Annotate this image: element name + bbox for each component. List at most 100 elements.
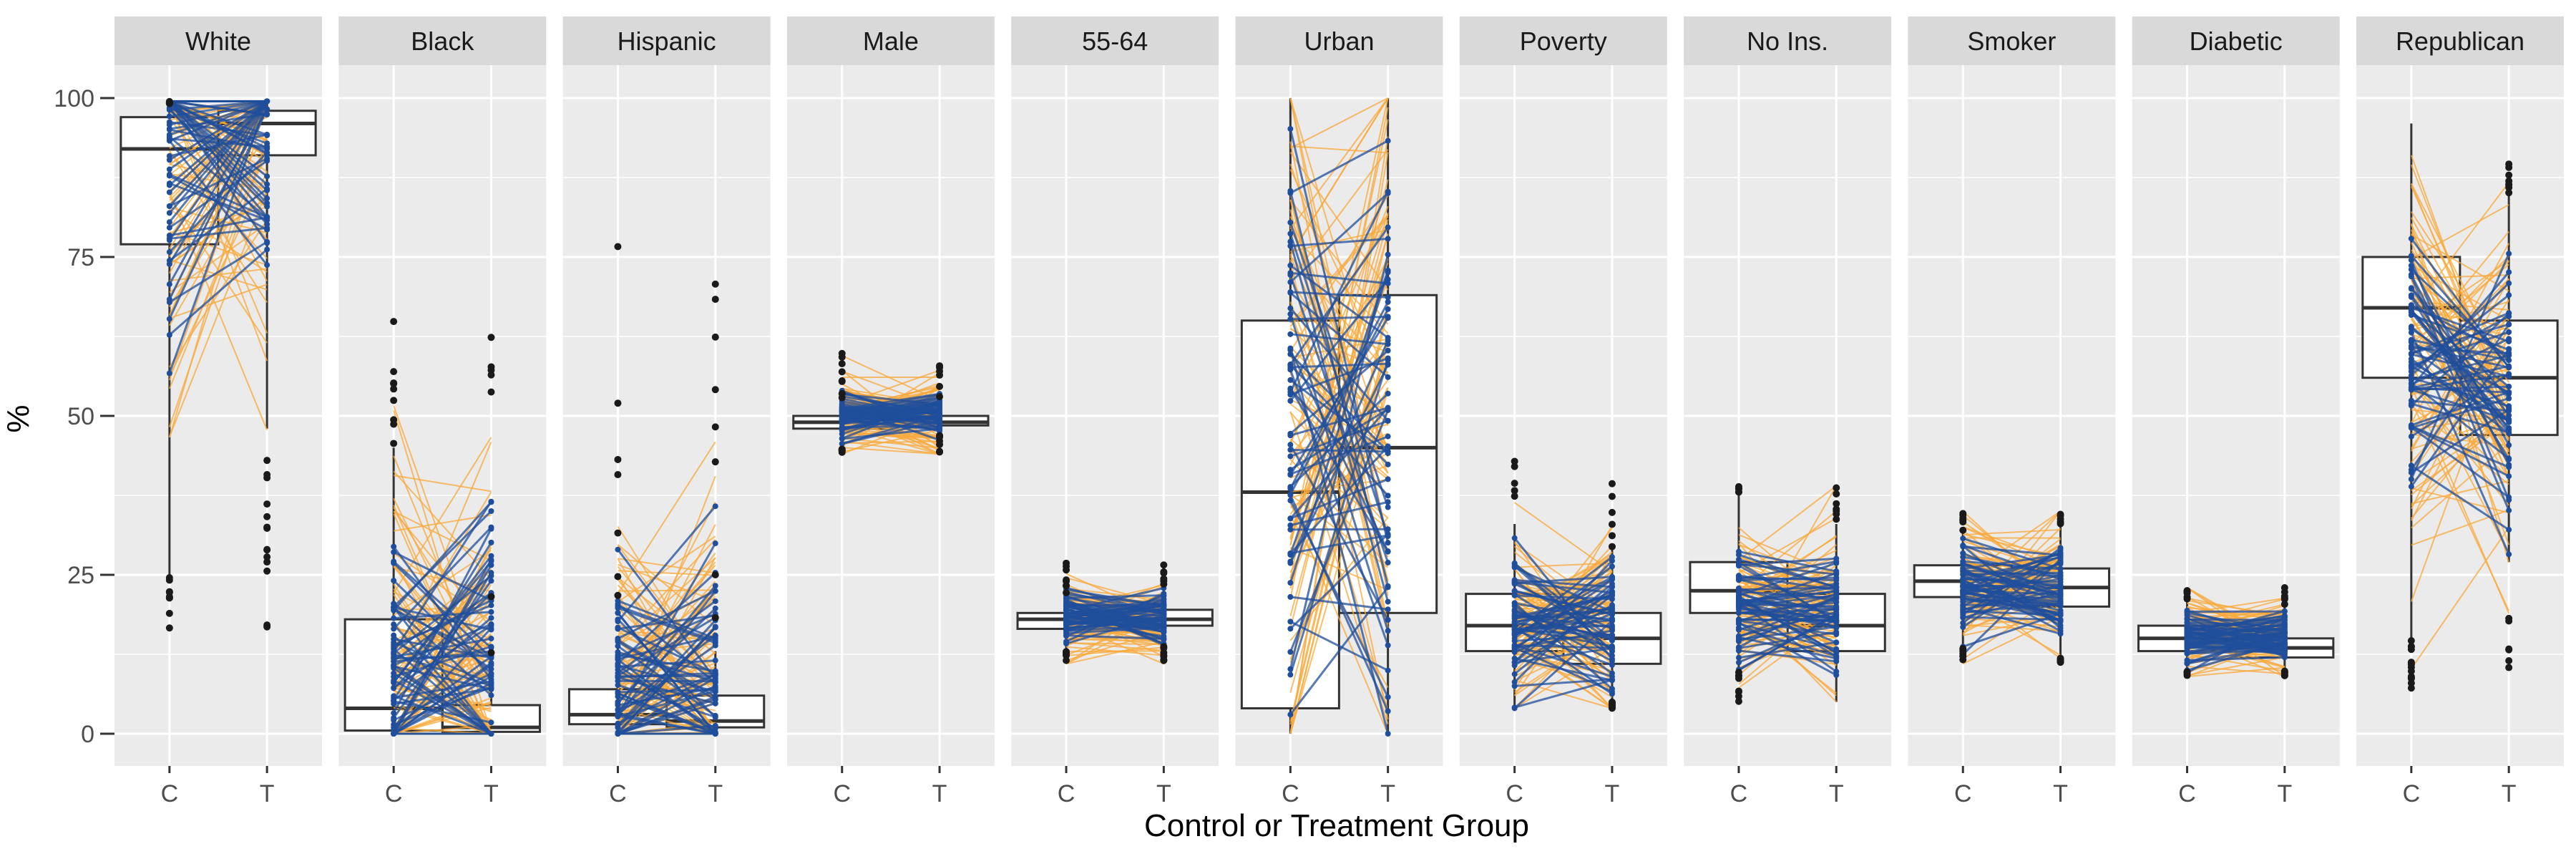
pair-point <box>1287 560 1294 566</box>
pair-point <box>1287 262 1294 268</box>
pair-line-highlight <box>393 627 492 735</box>
pair-line-highlight <box>2411 424 2509 468</box>
pair-line-highlight <box>1514 581 1613 594</box>
pair-line <box>1289 258 1389 540</box>
outlier-point <box>2280 601 2288 608</box>
pair-point <box>1960 587 1966 593</box>
pair-point <box>2281 649 2288 655</box>
pair-point <box>1385 294 1391 301</box>
pair-point <box>2057 625 2064 631</box>
pair-point <box>2281 634 2288 640</box>
pair-point <box>2057 558 2064 565</box>
x-tick-label: T <box>1156 780 1171 807</box>
x-tick-label: C <box>2403 780 2421 807</box>
pair-point <box>1287 367 1294 373</box>
pair-line <box>841 433 940 440</box>
pair-point <box>488 578 494 584</box>
pair-point <box>1385 443 1391 450</box>
pair-line-highlight <box>618 702 716 735</box>
pair-line-highlight <box>1289 369 1390 646</box>
outlier-point <box>838 360 846 368</box>
pair-line-highlight <box>1738 563 1837 576</box>
pair-point <box>2408 253 2414 259</box>
pair-point <box>488 666 494 672</box>
pair-line <box>1962 616 2061 665</box>
pair-line <box>1513 568 1613 694</box>
pair-line <box>1514 502 1613 573</box>
pair-line <box>168 101 268 438</box>
pair-line <box>2411 527 2509 669</box>
pair-line-highlight <box>1065 602 1164 611</box>
pair-point <box>166 210 172 216</box>
pair-point <box>166 166 172 173</box>
facet-panel: Hispanic C T <box>562 16 771 807</box>
pair-point <box>712 588 718 594</box>
y-tick-label: 100 <box>54 85 94 112</box>
pair-line <box>1738 555 1837 599</box>
pair-point <box>1833 581 1840 587</box>
pair-point <box>488 562 494 568</box>
facet-label: 55-64 <box>1082 26 1148 56</box>
pair-point <box>2057 609 2064 616</box>
pair-point <box>2408 372 2414 379</box>
pair-line-highlight <box>1963 569 2061 578</box>
pair-point <box>712 712 718 719</box>
pair-point <box>2408 483 2414 490</box>
outlier-point <box>936 448 944 456</box>
pair-line-highlight <box>2187 633 2285 646</box>
pair-point <box>1385 355 1391 361</box>
pair-line-highlight <box>1738 557 1837 566</box>
pair-point <box>264 200 270 206</box>
pair-point <box>166 219 172 225</box>
pair-point <box>2506 364 2512 370</box>
pair-point <box>2506 321 2512 328</box>
outlier-point <box>1608 543 1616 550</box>
pair-line-highlight <box>841 409 940 418</box>
outlier-point <box>2505 664 2513 671</box>
pair-point <box>2506 371 2512 377</box>
pair-line-highlight <box>393 665 492 691</box>
pair-line-highlight <box>2410 347 2510 421</box>
pair-line-highlight <box>617 613 716 659</box>
facet-strip <box>1459 16 1667 65</box>
pair-line-highlight <box>1289 274 1390 563</box>
pair-point <box>1385 341 1391 347</box>
pair-point <box>264 246 270 253</box>
pair-point <box>2506 527 2512 533</box>
pair-line-highlight <box>1065 593 1165 643</box>
x-tick-label: T <box>1605 780 1620 807</box>
pair-line-highlight <box>393 562 492 659</box>
outlier-point <box>1959 526 1967 534</box>
pair-point <box>1385 708 1391 714</box>
pair-point <box>615 656 621 662</box>
pair-point <box>1063 639 1070 645</box>
pair-line-highlight <box>2187 626 2285 650</box>
pair-point <box>2506 494 2512 500</box>
pair-point <box>264 157 270 164</box>
pair-line-highlight <box>1514 629 1613 666</box>
pair-point <box>1161 596 1167 603</box>
pair-point <box>1063 620 1070 626</box>
outlier-point <box>838 353 846 361</box>
pair-point <box>1833 593 1840 599</box>
pair-line <box>2187 656 2285 676</box>
pair-line <box>1289 97 1389 230</box>
pair-point <box>166 132 172 138</box>
pair-line-highlight <box>393 648 492 735</box>
pair-line-highlight <box>393 591 492 662</box>
pair-point <box>1385 406 1391 412</box>
outlier-point <box>390 368 398 376</box>
outlier-point <box>1160 575 1168 583</box>
pair-line-highlight <box>617 548 716 680</box>
pair-point <box>2184 615 2190 621</box>
pair-point <box>166 113 172 120</box>
pair-point <box>2184 607 2190 613</box>
outlier-point <box>165 576 173 584</box>
x-tick-label: C <box>609 780 627 807</box>
x-tick-label: T <box>1380 780 1395 807</box>
x-tick-label: C <box>161 780 179 807</box>
outlier-point <box>711 386 719 394</box>
pair-point <box>1161 603 1167 609</box>
pair-point <box>1511 623 1518 630</box>
pair-point <box>391 615 397 621</box>
